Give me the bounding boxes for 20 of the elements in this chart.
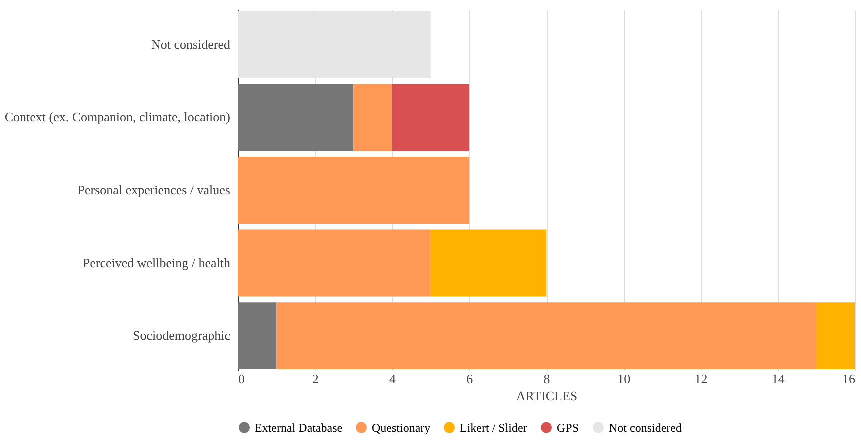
legend-label: Not considered bbox=[609, 420, 682, 435]
x-tick-label: 12 bbox=[694, 372, 708, 386]
x-tick-label: 4 bbox=[390, 372, 396, 386]
y-tick-label: Perceived wellbeing / health bbox=[82, 255, 231, 270]
x-tick-label: 16 bbox=[842, 372, 856, 386]
legend-label: Questionary bbox=[372, 420, 431, 435]
x-tick-label: 14 bbox=[772, 372, 786, 386]
legend-label: Likert / Slider bbox=[460, 420, 528, 435]
x-tick-label: 0 bbox=[238, 372, 245, 386]
x-axis-title: ARTICLES bbox=[516, 388, 578, 404]
y-tick-label: Personal experiences / values bbox=[78, 182, 230, 198]
y-tick-label: Not considered bbox=[151, 36, 231, 52]
x-tick-label: 8 bbox=[544, 372, 550, 386]
y-tick-label: Sociodemographic bbox=[133, 328, 231, 344]
x-tick-label: 10 bbox=[618, 372, 631, 386]
legend-label: External Database bbox=[255, 420, 343, 435]
x-tick-label: 2 bbox=[312, 372, 319, 386]
y-tick-label: Context (ex. Companion, climate, location) bbox=[4, 110, 230, 125]
x-tick-label: 6 bbox=[466, 372, 474, 386]
legend-label: GPS bbox=[557, 420, 580, 435]
